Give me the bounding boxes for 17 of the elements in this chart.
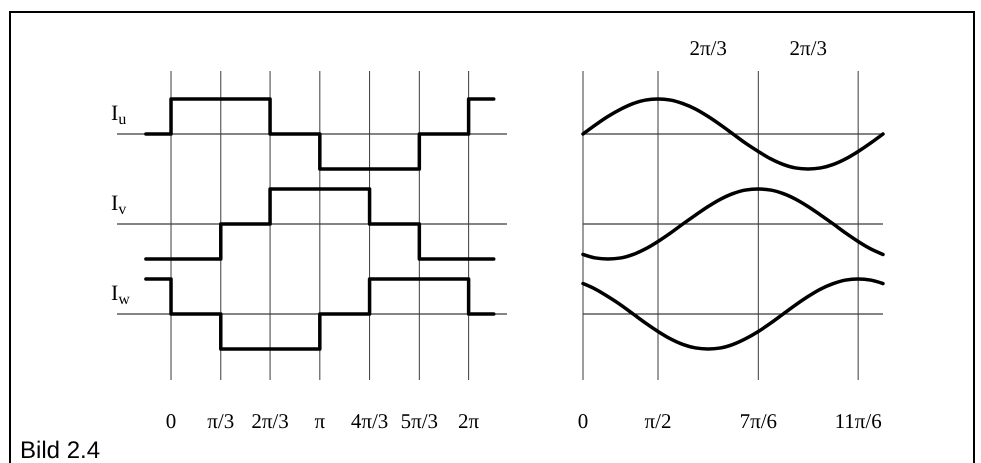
x-tick-label: π/2 bbox=[644, 409, 672, 433]
text: Bild 2.4 bbox=[20, 437, 100, 463]
x-tick-label: π/3 bbox=[207, 409, 234, 433]
text: 2π/3 bbox=[790, 36, 827, 60]
x-tick-label: 2π/3 bbox=[251, 409, 289, 433]
x-tick-label: 11π/6 bbox=[834, 409, 882, 433]
x-tick-label: 7π/6 bbox=[740, 409, 778, 433]
x-tick-label: 0 bbox=[578, 409, 588, 433]
text: 2π/3 bbox=[689, 36, 727, 60]
x-tick-label: 2π bbox=[458, 409, 480, 433]
y-axis-title: I$_{v}$ bbox=[111, 190, 126, 218]
x-tick-label: π bbox=[314, 409, 326, 433]
x-tick-label: 4π/3 bbox=[350, 409, 388, 433]
x-tick-label: 0 bbox=[166, 409, 176, 433]
y-axis-title: I$_{u}$ bbox=[111, 100, 126, 128]
x-tick-label: 5π/3 bbox=[400, 409, 438, 433]
y-axis-title: I$_{w}$ bbox=[111, 280, 130, 308]
